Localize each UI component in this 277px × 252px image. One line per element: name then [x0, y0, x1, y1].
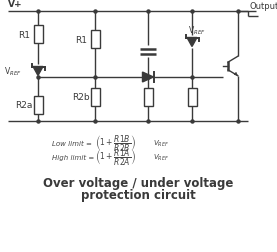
Polygon shape [33, 67, 43, 76]
Text: V$_{REF}$: V$_{REF}$ [4, 66, 22, 78]
Text: Over voltage / under voltage: Over voltage / under voltage [43, 176, 233, 189]
Text: V+: V+ [8, 0, 23, 9]
Text: protection circuit: protection circuit [81, 189, 195, 202]
Text: R2a: R2a [15, 101, 33, 110]
Bar [188, 89, 196, 107]
Polygon shape [187, 38, 197, 47]
Text: $\left(1+\dfrac{R1B}{R2B}\right)$: $\left(1+\dfrac{R1B}{R2B}\right)$ [95, 133, 136, 153]
Text: $V_{REF}$: $V_{REF}$ [153, 138, 169, 148]
Text: R1: R1 [18, 30, 30, 39]
Text: V$_{REF}$: V$_{REF}$ [188, 25, 206, 37]
Bar [143, 89, 153, 107]
Text: $\left(1+\dfrac{R1A}{R2A}\right)$: $\left(1+\dfrac{R1A}{R2A}\right)$ [95, 147, 136, 168]
Text: Low limit =: Low limit = [52, 140, 92, 146]
Bar [34, 26, 42, 44]
Text: R1: R1 [75, 35, 87, 44]
Text: High limit =: High limit = [52, 154, 94, 161]
Text: $V_{REF}$: $V_{REF}$ [153, 152, 169, 163]
Text: R2b: R2b [72, 93, 90, 102]
Text: Output: Output [250, 2, 277, 11]
Bar [91, 31, 99, 49]
Polygon shape [142, 73, 153, 83]
Bar [34, 97, 42, 115]
Bar [91, 89, 99, 107]
